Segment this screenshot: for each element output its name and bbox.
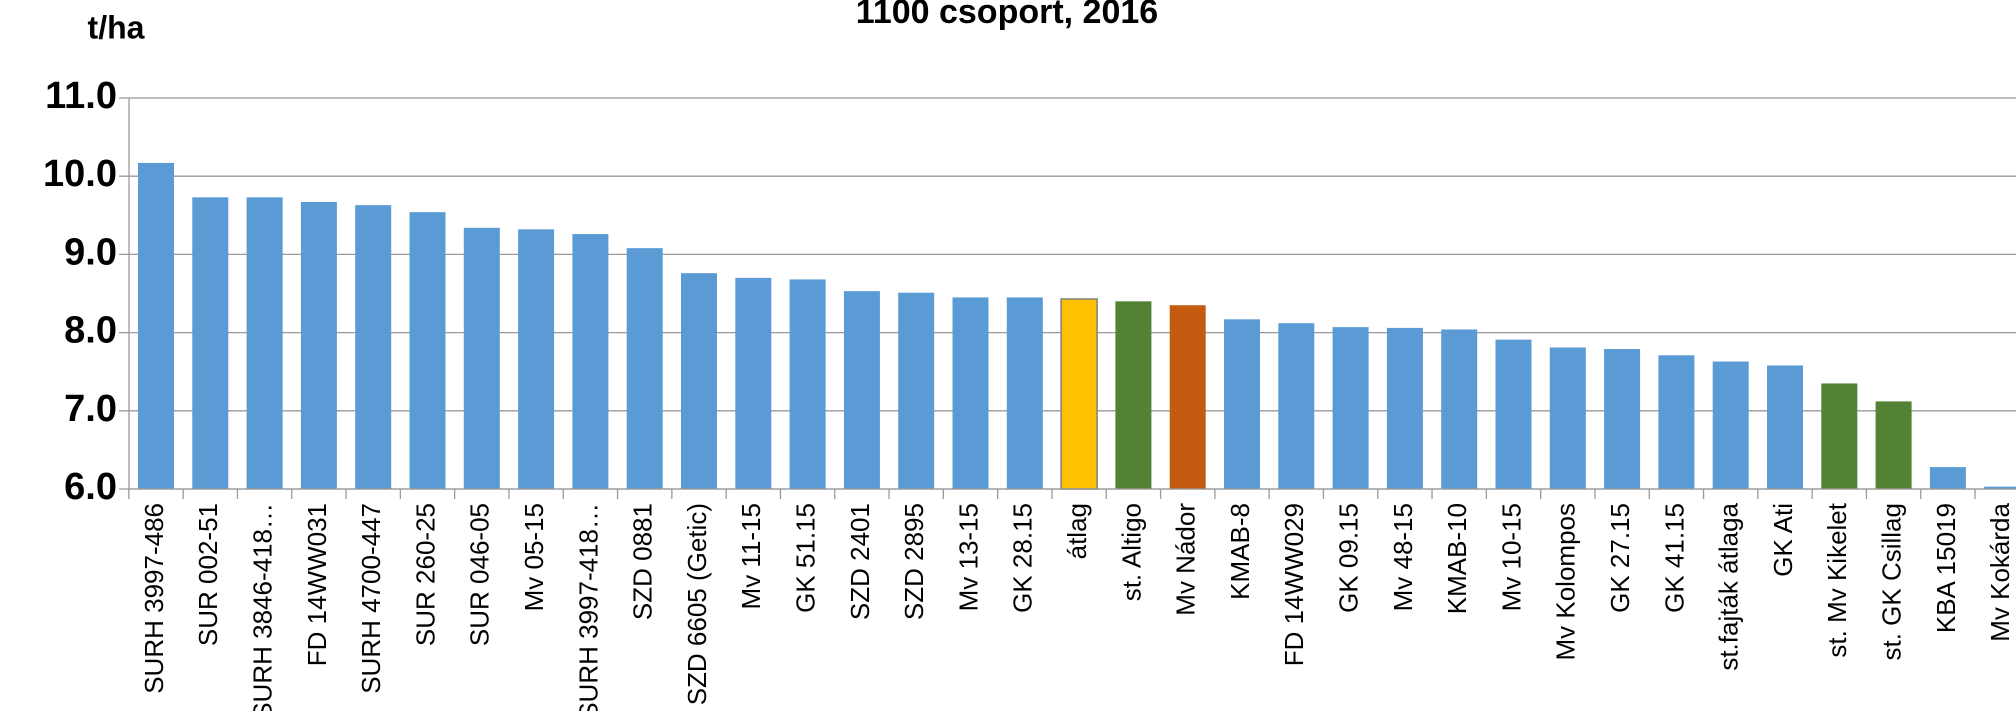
- bar: [138, 162, 174, 489]
- x-tick-label: SZD 6605 (Getic): [682, 503, 712, 705]
- x-tick-label: SUR 046-05: [465, 503, 495, 646]
- bar: [355, 205, 392, 489]
- y-tick-label: 6.0: [64, 466, 117, 508]
- x-tick-label: Mv Kolompos: [1551, 503, 1581, 661]
- chart-title: 1100 csoport, 2016: [856, 0, 1158, 31]
- x-tick-label: st. Mv Kikelet: [1822, 502, 1852, 657]
- bar: [192, 197, 229, 489]
- bar: [463, 227, 500, 489]
- x-tick-label: SZD 2895: [899, 503, 929, 620]
- bar: [681, 273, 717, 489]
- x-tick-label: Mv 10-15: [1496, 503, 1526, 611]
- x-tick-label: Mv 48-15: [1388, 503, 1418, 611]
- bar: [1549, 347, 1586, 489]
- x-tick-label: st. Altigo: [1116, 503, 1146, 601]
- bar: [1386, 327, 1423, 489]
- bar: [1658, 355, 1695, 489]
- x-tick-label: SZD 2401: [845, 503, 875, 620]
- bar: [1006, 297, 1043, 489]
- x-tick-label: GK 41.15: [1659, 503, 1689, 613]
- x-tick-label: st.fajták átlaga: [1714, 502, 1744, 670]
- x-tick-label: Mv Kokárda: [1985, 502, 2015, 641]
- bar: [1332, 327, 1369, 489]
- bar: [1169, 305, 1206, 489]
- x-tick-label: st. GK Csillag: [1876, 503, 1906, 661]
- x-tick-label: GK 28.15: [1008, 503, 1038, 613]
- y-tick-label: 7.0: [64, 388, 117, 430]
- bar: [300, 202, 337, 490]
- x-tick-label: FD 14WW029: [1279, 503, 1309, 666]
- bar: [572, 234, 609, 489]
- bar: [952, 297, 989, 489]
- x-tick-label: SURH 3846-418…: [247, 503, 277, 711]
- x-tick-label: SUR 260-25: [410, 503, 440, 646]
- bar: [1929, 467, 1966, 489]
- y-tick-label: 11.0: [45, 75, 117, 117]
- x-tick-label: GK Ati: [1768, 503, 1798, 577]
- bar: [1984, 486, 2016, 489]
- bar: [246, 197, 283, 489]
- bar: [843, 291, 880, 489]
- bar: [1821, 383, 1858, 489]
- x-tick-label: Mv 05-15: [519, 503, 549, 611]
- y-tick-label: 10.0: [43, 153, 117, 195]
- bar: [1875, 401, 1912, 489]
- x-tick-label: átlag: [1062, 503, 1092, 559]
- x-tick-label: SURH 3997-418…: [573, 503, 603, 711]
- x-tick-label: SURH 4700-447: [356, 503, 386, 694]
- bar: [518, 229, 555, 489]
- x-tick-label: GK 51.15: [790, 503, 820, 613]
- bar: [1441, 329, 1478, 489]
- bar: [1060, 298, 1098, 490]
- bar: [898, 292, 935, 489]
- x-tick-label: GK 09.15: [1333, 503, 1363, 613]
- y-tick-label: 9.0: [64, 231, 117, 273]
- bar: [1495, 339, 1532, 489]
- bar: [409, 212, 446, 489]
- x-tick-label: Mv 13-15: [953, 503, 983, 611]
- y-axis-label: t/ha: [88, 9, 145, 45]
- bar: [1767, 365, 1803, 489]
- bar: [1278, 323, 1315, 489]
- x-tick-label: Mv Nádor: [1171, 503, 1201, 616]
- x-tick-label: SUR 002-51: [193, 503, 223, 646]
- bar: [1604, 349, 1641, 489]
- y-tick-label: 8.0: [64, 310, 117, 352]
- bar: [1115, 301, 1152, 489]
- x-tick-label: GK 27.15: [1605, 503, 1635, 613]
- x-tick-label: SZD 0881: [628, 503, 658, 620]
- x-tick-label: SURH 3997-486: [139, 503, 169, 694]
- bar: [789, 279, 826, 489]
- bar: [735, 277, 772, 489]
- x-tick-label: KBA 15019: [1931, 503, 1961, 633]
- bar: [626, 248, 663, 489]
- x-tick-label: KMAB-8: [1225, 503, 1255, 600]
- x-tick-label: Mv 11-15: [736, 503, 766, 609]
- bar: [1224, 319, 1260, 489]
- x-tick-label: KMAB-10: [1442, 503, 1472, 614]
- bar: [1712, 361, 1749, 489]
- x-tick-label: FD 14WW031: [302, 503, 332, 666]
